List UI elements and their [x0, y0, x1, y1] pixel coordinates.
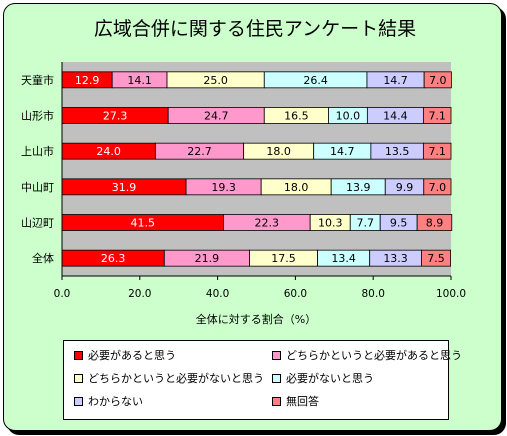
legend-item: 必要がないと思う — [272, 370, 374, 386]
bar-segment — [423, 71, 452, 89]
data-label: 16.5 — [284, 110, 309, 123]
category-label: 天童市 — [21, 73, 54, 87]
legend-swatch — [272, 350, 281, 360]
legend: 必要があると思う どちらかというと必要があると思うどちらかというと必要がないと思う… — [63, 340, 462, 420]
data-label: 25.0 — [203, 74, 228, 87]
bar-segment — [422, 107, 452, 124]
data-label: 27.3 — [103, 110, 128, 123]
legend-item: 必要があると思う — [74, 347, 176, 363]
legend-swatch — [74, 350, 83, 360]
data-label: 14.7 — [383, 74, 408, 87]
legend-swatch — [272, 373, 281, 383]
x-axis-label: 全体に対する割合（%） — [196, 312, 316, 326]
data-label: 18.0 — [284, 181, 309, 194]
legend-item: わからない — [74, 393, 143, 409]
legend-label: 必要があると思う — [88, 349, 176, 362]
bar-segment — [423, 178, 452, 196]
plot-area — [62, 62, 451, 276]
data-label: 7.0 — [429, 74, 447, 87]
x-ticks-group: 0.0 20.0 40.0 60.0 80.0 100.0 — [54, 276, 466, 300]
data-label: 13.9 — [346, 181, 371, 194]
data-label: 7.7 — [356, 217, 374, 230]
data-label: 7.5 — [427, 252, 445, 265]
data-label: 7.1 — [428, 145, 446, 158]
x-tick-label: 100.0 — [436, 288, 466, 300]
data-label: 10.0 — [336, 110, 361, 123]
chart-title: 広域合併に関する住民アンケート結果 — [94, 18, 416, 40]
data-label: 24.7 — [204, 110, 229, 123]
legend-label: どちらかというと必要があると思う — [286, 349, 462, 362]
category-label: 中山町 — [21, 181, 54, 194]
data-label: 21.9 — [195, 252, 220, 265]
legend-item: 無回答 — [272, 393, 319, 409]
data-label: 9.5 — [390, 217, 408, 230]
data-label: 26.3 — [101, 252, 126, 265]
data-label: 24.0 — [96, 145, 121, 158]
data-label: 41.5 — [130, 217, 155, 230]
data-label: 26.4 — [303, 74, 328, 87]
bar-segment — [416, 214, 453, 231]
legend-label: 必要がないと思う — [286, 372, 374, 385]
legend-item: どちらかというと必要があると思う — [272, 347, 462, 363]
x-tick-label: 60.0 — [284, 288, 307, 300]
data-label: 19.3 — [211, 181, 236, 194]
x-tick-label: 80.0 — [362, 288, 385, 300]
x-tick-label: 20.0 — [128, 288, 151, 300]
data-label: 14.1 — [127, 74, 152, 87]
category-label: 上山市 — [21, 144, 54, 158]
legend-swatch — [74, 373, 83, 383]
data-label: 10.3 — [318, 217, 343, 230]
data-label: 31.9 — [112, 181, 137, 194]
data-label: 13.3 — [383, 252, 408, 265]
data-label: 13.4 — [331, 252, 356, 265]
data-label: 9.9 — [396, 181, 414, 194]
legend-swatch — [74, 396, 83, 406]
data-label: 22.3 — [255, 217, 280, 230]
data-label: 13.5 — [385, 145, 410, 158]
category-label: 山辺町 — [21, 217, 54, 230]
data-label: 12.9 — [75, 74, 100, 87]
legend-item: どちらかというと必要がないと思う — [74, 370, 264, 386]
bar-segment — [421, 249, 452, 267]
category-label: 全体 — [32, 251, 54, 265]
data-label: 7.0 — [429, 181, 447, 194]
data-label: 17.5 — [271, 252, 296, 265]
category-label: 山形市 — [21, 109, 54, 123]
data-label: 7.1 — [428, 110, 446, 123]
x-tick-label: 0.0 — [54, 288, 71, 300]
data-label: 18.0 — [266, 145, 291, 158]
bars-group: 12.9 14.1 25.0 26.4 14.7 7.0 27.3 24.7 16.5 10.0 1… — [61, 71, 453, 267]
x-tick-label: 40.0 — [206, 288, 229, 300]
data-label: 22.7 — [187, 145, 212, 158]
data-label: 8.9 — [426, 217, 444, 230]
data-label: 14.7 — [330, 145, 355, 158]
data-label: 14.4 — [383, 110, 408, 123]
legend-swatch — [272, 396, 281, 406]
bar-segment — [422, 142, 452, 160]
legend-label: どちらかというと必要がないと思う — [88, 372, 264, 385]
legend-label: わからない — [88, 395, 143, 408]
legend-label: 無回答 — [286, 395, 319, 408]
